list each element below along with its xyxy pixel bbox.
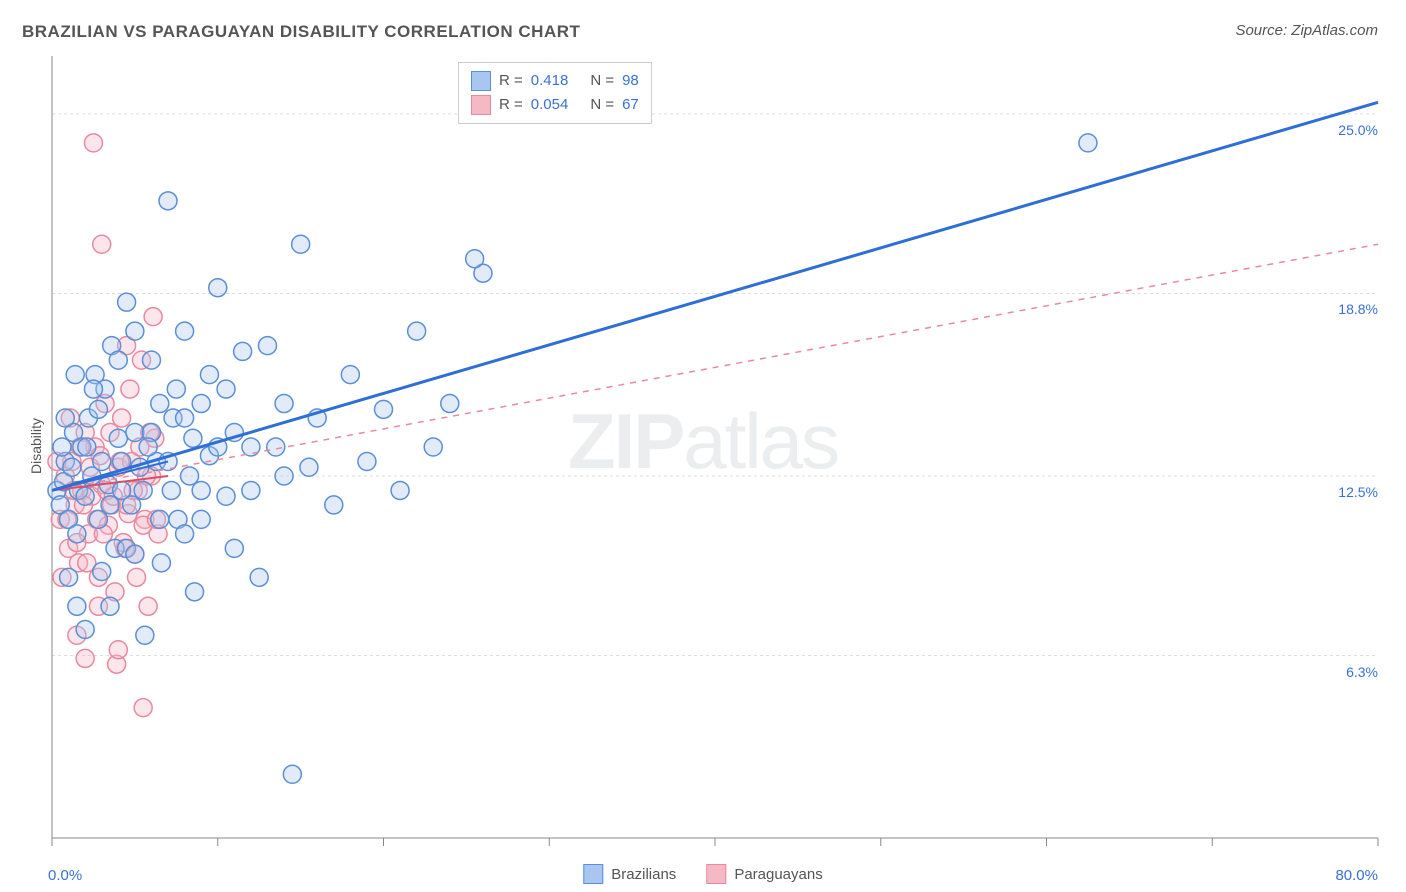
r-label: R = — [499, 69, 523, 93]
stats-row: R = 0.054 N = 67 — [471, 93, 639, 117]
x-min-label: 0.0% — [48, 867, 82, 884]
legend-item: Brazilians — [583, 864, 676, 884]
bottom-legend: Brazilians Paraguayans — [583, 864, 822, 884]
y-tick-label: 6.3% — [1346, 664, 1378, 680]
stats-row: R = 0.418 N = 98 — [471, 69, 639, 93]
chart-container: BRAZILIAN VS PARAGUAYAN DISABILITY CORRE… — [0, 0, 1406, 892]
y-tick-label: 25.0% — [1338, 122, 1378, 138]
legend-label: Paraguayans — [734, 866, 822, 883]
legend-label: Brazilians — [611, 866, 676, 883]
legend-swatch — [471, 95, 491, 115]
r-value: 0.418 — [531, 69, 569, 93]
n-value: 98 — [622, 69, 639, 93]
n-label: N = — [590, 93, 614, 117]
legend-item: Paraguayans — [706, 864, 822, 884]
legend-swatch — [583, 864, 603, 884]
x-max-label: 80.0% — [1335, 867, 1378, 884]
stats-legend: R = 0.418 N = 98 R = 0.054 N = 67 — [458, 62, 652, 124]
y-tick-label: 12.5% — [1338, 484, 1378, 500]
r-label: R = — [499, 93, 523, 117]
legend-swatch — [706, 864, 726, 884]
y-tick-label: 18.8% — [1338, 301, 1378, 317]
n-value: 67 — [622, 93, 639, 117]
n-label: N = — [590, 69, 614, 93]
r-value: 0.054 — [531, 93, 569, 117]
scatter-chart — [0, 0, 1406, 892]
legend-swatch — [471, 71, 491, 91]
